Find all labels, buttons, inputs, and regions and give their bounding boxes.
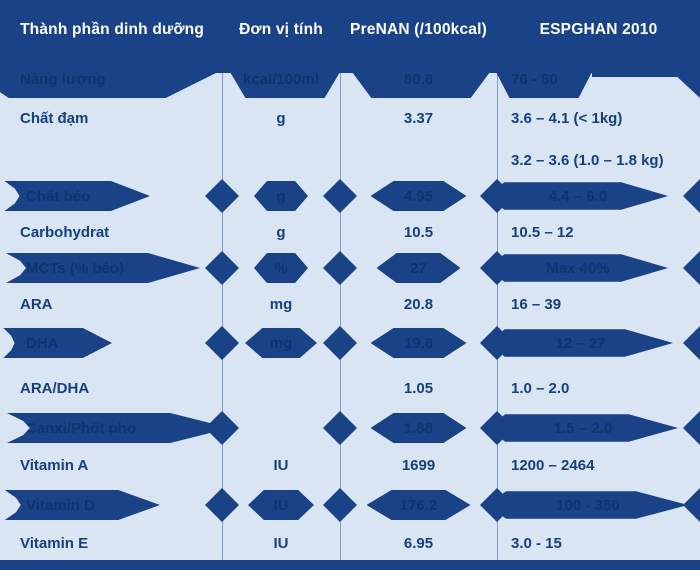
nutrient-name: Canxi/Phốt pho — [6, 413, 230, 443]
espghan-value: 12 – 27 — [488, 329, 673, 357]
espghan-value: 100 - 350 — [488, 491, 688, 519]
nutrient-name: Vitamin E — [20, 534, 89, 552]
espghan-value: Max 40% — [488, 254, 668, 282]
unit-value: g — [254, 181, 308, 211]
prenan-value: 19.8 — [370, 328, 467, 358]
prenan-value: 1699 — [401, 456, 436, 474]
unit-value — [222, 370, 340, 406]
espghan-value: 1.5 – 2.0 — [488, 414, 678, 442]
table-row: ARA/DHA 1.05 1.0 – 2.0 — [0, 370, 700, 406]
diamond-decoration — [683, 488, 700, 522]
unit-value: g — [276, 223, 286, 241]
header-espghan: ESPGHAN 2010 — [539, 21, 658, 38]
nutrient-name: Vitamin D — [4, 490, 160, 520]
band-strip — [592, 72, 700, 77]
espghan-value-line2: 3.2 – 3.6 (1.0 – 1.8 kg) — [511, 151, 664, 169]
prenan-value: 1.05 — [403, 379, 434, 397]
prenan-value: 10.5 — [403, 223, 434, 241]
unit-value: mg — [269, 295, 293, 313]
column-divider — [340, 60, 341, 560]
diamond-decoration — [205, 411, 239, 445]
unit-value: % — [254, 253, 308, 283]
unit-value: g — [276, 109, 286, 127]
nutrient-name: DHA — [3, 328, 112, 358]
table-row: Chất đạm g 3.37 3.6 – 4.1 (< 1kg) 3.2 – … — [0, 100, 700, 180]
prenan-value: 20.8 — [403, 295, 434, 313]
espghan-value: 3.6 – 4.1 (< 1kg) — [511, 109, 623, 127]
espghan-value: 76 - 80 — [511, 70, 558, 88]
prenan-value: 6.95 — [403, 534, 434, 552]
table-row: ARA mg 20.8 16 – 39 — [0, 286, 700, 322]
table-row-hidden: DHA mg 19.8 12 – 27 — [0, 325, 700, 361]
footer-bar — [0, 560, 700, 570]
column-divider — [222, 60, 223, 560]
prenan-value: 3.37 — [403, 109, 434, 127]
header-unit: Đơn vị tính — [239, 21, 323, 38]
espghan-value: 4.4 – 6.0 — [488, 182, 668, 210]
nutrient-name: Chất đạm — [20, 109, 89, 127]
prenan-value: 27 — [376, 253, 461, 283]
espghan-value: 10.5 – 12 — [511, 223, 574, 241]
unit-value: kcal/100ml — [243, 70, 319, 88]
prenan-value: 80.8 — [403, 70, 434, 88]
diamond-decoration — [683, 179, 700, 213]
table-row: Vitamin A IU 1699 1200 – 2464 — [0, 447, 700, 483]
nutrient-name: Vitamin A — [20, 456, 89, 474]
diamond-decoration — [683, 411, 700, 445]
nutrient-name: Carbohydrat — [20, 223, 110, 241]
band-strip — [0, 60, 700, 73]
espghan-value: 3.0 - 15 — [511, 534, 562, 552]
column-divider — [497, 60, 498, 560]
header-prenan: PreNAN (/100kcal) — [350, 21, 487, 38]
espghan-value: 1200 – 2464 — [511, 456, 595, 474]
band-tab — [230, 72, 340, 98]
nutrient-name: ARA — [20, 295, 53, 313]
prenan-value: 1.88 — [370, 413, 467, 443]
table-header: Thành phần dinh dưỡng Đơn vị tính PreNAN… — [0, 0, 700, 60]
prenan-value: 4.95 — [370, 181, 467, 211]
unit-value: IU — [248, 490, 314, 520]
diamond-decoration — [683, 251, 700, 285]
table-row-hidden: Canxi/Phốt pho 1.88 1.5 – 2.0 — [0, 410, 700, 446]
unit-value: mg — [245, 328, 317, 358]
table-row-hidden: Vitamin D IU 176.2 100 - 350 — [0, 487, 700, 523]
nutrient-name: Chất béo — [4, 181, 150, 211]
table-row-hidden: MCTs (% béo) % 27 Max 40% — [0, 250, 700, 286]
nutrient-name: MCTs (% béo) — [6, 253, 200, 283]
band-tab — [496, 72, 592, 98]
table-row-energy-hidden: Năng lượng kcal/100ml 80.8 76 - 80 — [0, 60, 700, 98]
espghan-value: 16 – 39 — [511, 295, 562, 313]
espghan-value: 1.0 – 2.0 — [511, 379, 570, 397]
unit-value: IU — [273, 534, 289, 552]
table-row-hidden: Chất béo g 4.95 4.4 – 6.0 — [0, 178, 700, 214]
nutrient-name: ARA/DHA — [20, 379, 90, 397]
nutrient-name: Năng lượng — [20, 70, 106, 88]
diamond-decoration — [683, 326, 700, 360]
band-tab — [352, 72, 490, 98]
unit-value: IU — [273, 456, 289, 474]
table-row: Vitamin E IU 6.95 3.0 - 15 — [0, 525, 700, 561]
prenan-value: 176.2 — [366, 490, 471, 520]
header-nutrient: Thành phần dinh dưỡng — [20, 21, 204, 38]
table-row: Carbohydrat g 10.5 10.5 – 12 — [0, 214, 700, 250]
